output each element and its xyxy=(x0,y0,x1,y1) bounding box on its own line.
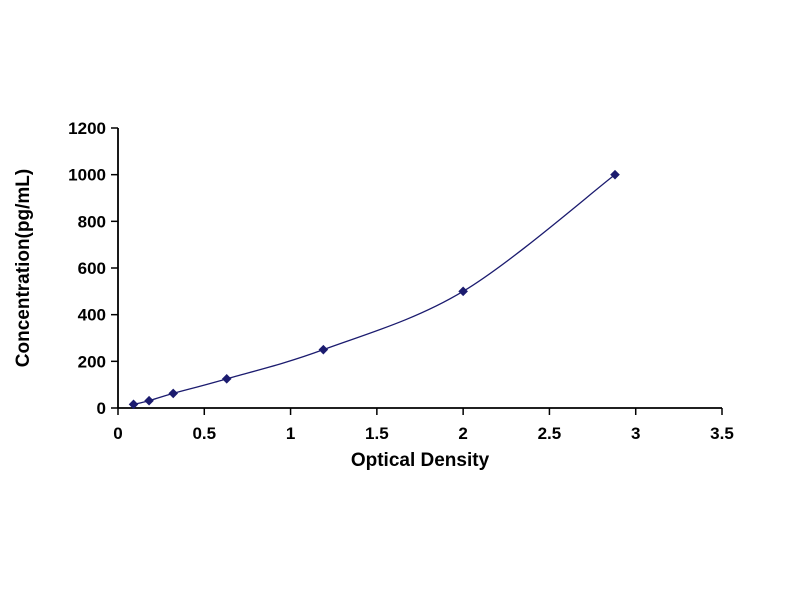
axes xyxy=(117,128,722,409)
x-tick-label: 1 xyxy=(286,424,295,443)
y-tick-label: 600 xyxy=(78,259,106,278)
data-point-marker xyxy=(168,388,179,399)
y-tick-label: 1200 xyxy=(68,119,106,138)
y-axis-label: Concentration(pg/mL) xyxy=(13,168,34,368)
curve-line xyxy=(133,174,616,405)
x-tick-label: 2.5 xyxy=(538,424,562,443)
y-tick-label: 800 xyxy=(78,212,106,231)
x-tick-label: 3 xyxy=(631,424,640,443)
data-point-markers xyxy=(128,169,620,410)
data-point-marker xyxy=(318,344,329,355)
data-point-marker xyxy=(610,169,620,180)
y-tick-group: 0 200 400 600 800 1000 1200 xyxy=(68,119,118,418)
x-tick-label: 2 xyxy=(458,424,467,443)
y-tick-label: 400 xyxy=(78,306,106,325)
data-point-marker xyxy=(221,374,232,384)
x-tick-label: 1.5 xyxy=(365,424,389,443)
x-axis-label: Optical Density xyxy=(350,450,490,471)
data-point-marker xyxy=(458,286,468,297)
y-tick-label: 0 xyxy=(97,399,106,418)
y-tick-label: 200 xyxy=(78,352,106,371)
data-point-marker xyxy=(128,399,139,410)
y-tick-label: 1000 xyxy=(68,166,106,185)
x-tick-label: 0.5 xyxy=(192,424,216,443)
x-tick-label: 0 xyxy=(113,424,122,443)
data-point-marker xyxy=(144,395,154,406)
x-tick-group: 0 0.5 1 1.5 2 2.5 3 3.5 xyxy=(113,408,734,443)
x-tick-label: 3.5 xyxy=(710,424,734,443)
